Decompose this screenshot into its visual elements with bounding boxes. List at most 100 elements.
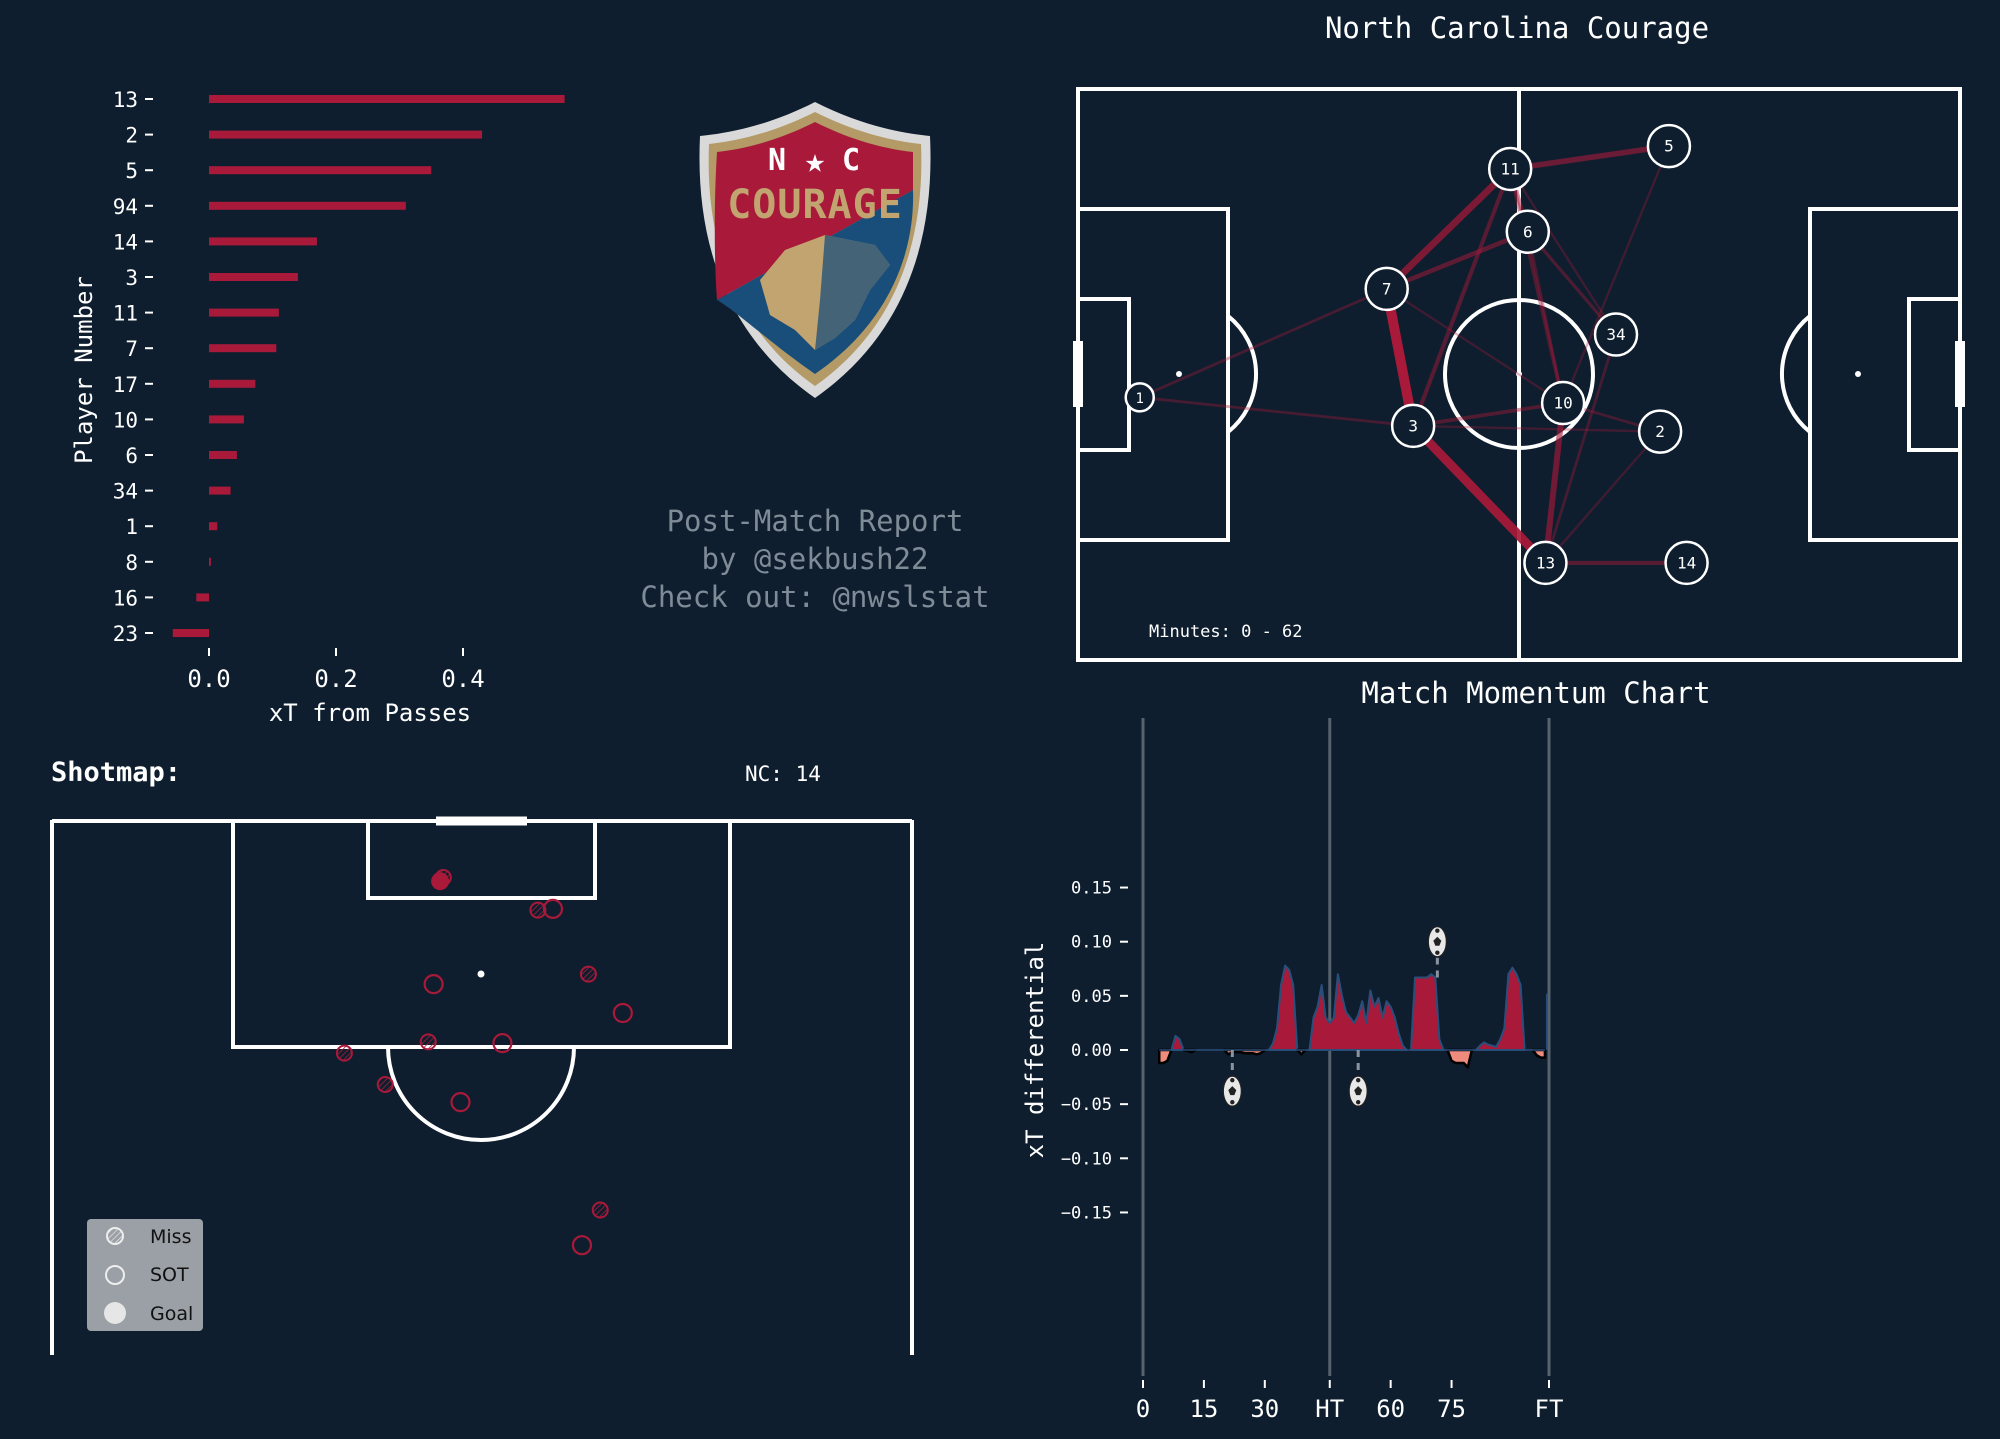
xt-bar-chart: Player Number xT from Passes 13259414311…	[70, 88, 565, 727]
bar-ytick-label: 14	[113, 230, 138, 254]
xt-bar	[209, 130, 483, 139]
pitch-right-arc	[1780, 314, 1812, 434]
bar-ytick-label: 16	[113, 586, 138, 610]
player-node	[1505, 209, 1551, 254]
pass-edge	[1526, 230, 1565, 405]
shotmap-penalty-box	[231, 819, 732, 1049]
pass-edge	[1561, 144, 1671, 405]
momentum-xtick-label: 30	[1250, 1395, 1279, 1423]
bar-ytick-label: 34	[113, 480, 138, 504]
momentum-area-negative	[1531, 1048, 1547, 1059]
bar-chart-xlabel: xT from Passes	[269, 699, 471, 727]
xt-bar	[209, 166, 432, 175]
football-icon	[1222, 1075, 1242, 1107]
pass-edge	[1138, 287, 1389, 399]
momentum-area-negative	[1446, 1048, 1474, 1069]
pass-edge	[1544, 430, 1662, 565]
pass-edge	[1542, 400, 1567, 566]
football-patch	[1435, 928, 1440, 933]
shot-goal-marker	[431, 872, 450, 891]
xt-bar	[209, 273, 298, 281]
shot-miss-marker	[529, 901, 547, 919]
bar-ytick-label: 2	[125, 124, 138, 148]
bar-ytick-label: 23	[113, 622, 138, 646]
pass-edge	[1383, 165, 1514, 293]
player-node	[1646, 123, 1692, 169]
bar-ytick-label: 13	[113, 88, 138, 112]
momentum-area-positive	[1409, 973, 1445, 1051]
shotmap-count: NC: 14	[745, 762, 821, 786]
player-node-label: 3	[1408, 416, 1418, 435]
bar-ytick-label: 17	[113, 373, 138, 397]
player-node-label: 10	[1553, 394, 1572, 413]
pass-edge	[1509, 167, 1618, 336]
player-node-label: 34	[1606, 325, 1625, 344]
player-node	[1487, 146, 1533, 192]
shot-miss-marker	[376, 1076, 394, 1094]
shot-miss-marker	[419, 1033, 437, 1051]
pass-edge	[1384, 229, 1531, 292]
momentum-area-positive	[1267, 964, 1299, 1051]
player-node-label: 11	[1501, 159, 1520, 178]
legend-goal-label: Goal	[150, 1303, 193, 1325]
pitch-center-circle	[1443, 298, 1595, 450]
football-patch	[1355, 1099, 1361, 1105]
pitch-right-penalty-box	[1808, 207, 1962, 542]
pass-edge	[1508, 167, 1565, 405]
pass-edge	[1385, 287, 1565, 405]
legend-miss-marker-icon	[106, 1227, 124, 1245]
logo-letter-n: N	[768, 143, 786, 178]
momentum-xtick-label: 15	[1189, 1395, 1218, 1423]
pass-edge	[1411, 424, 1662, 433]
bar-ytick-label: 1	[125, 515, 138, 539]
pitch-right-six-yard-box	[1907, 297, 1962, 452]
pass-edge	[1408, 421, 1551, 568]
momentum-ytick-label: −0.15	[1061, 1203, 1112, 1223]
xt-bar	[209, 344, 277, 353]
player-node-label: 13	[1536, 553, 1555, 572]
momentum-title: Match Momentum Chart	[1361, 676, 1710, 710]
xt-bar	[209, 379, 256, 388]
momentum-xtick-label: 75	[1437, 1395, 1466, 1423]
football-patch	[1354, 1086, 1363, 1096]
momentum-ytick-label: −0.05	[1061, 1095, 1112, 1115]
pass-edge	[1411, 401, 1565, 428]
player-node	[1664, 540, 1709, 586]
football-patch	[1230, 1099, 1235, 1105]
xt-bar	[209, 237, 317, 246]
pass-edge	[1138, 395, 1415, 428]
pitch-center-spot	[1516, 371, 1522, 377]
football-patch	[1228, 1086, 1237, 1096]
pass-edge	[1411, 166, 1513, 428]
crest-cat-shadow	[815, 235, 890, 350]
shot-miss-marker	[335, 1044, 353, 1062]
football-patch	[1230, 1077, 1235, 1083]
player-node	[1593, 312, 1639, 357]
xt-bar	[209, 415, 244, 424]
shot-on-target-marker	[450, 1092, 471, 1113]
momentum-ytick-label: 0.15	[1071, 879, 1112, 899]
xt-bar	[209, 308, 279, 317]
match-momentum-chart: Match Momentum Chart xT differential −0.…	[1021, 676, 1711, 1423]
football-patch	[1435, 950, 1440, 955]
momentum-area-negative	[1157, 1048, 1173, 1065]
player-node-label: 5	[1664, 137, 1674, 156]
player-node-label: 1	[1136, 391, 1144, 407]
football-patch	[1355, 1077, 1361, 1083]
pitch-right-penalty-spot	[1855, 371, 1861, 377]
nc-courage-crest-logo: N ★ C COURAGE	[699, 102, 931, 398]
legend-sot-marker-icon	[105, 1265, 125, 1285]
xt-bar	[209, 201, 406, 210]
network-minutes-annotation: Minutes: 0 - 62	[1149, 622, 1303, 642]
bar-ytick-label: 3	[125, 266, 138, 290]
pass-edge	[1544, 333, 1618, 565]
momentum-ytick-label: 0.10	[1071, 933, 1112, 953]
player-node	[1124, 382, 1155, 413]
momentum-xtick-label: 60	[1376, 1395, 1405, 1423]
football-icon	[1348, 1075, 1368, 1107]
bar-xtick-label: 0.4	[441, 665, 484, 693]
momentum-ylabel: xT differential	[1021, 942, 1049, 1159]
momentum-area-positive	[1474, 966, 1526, 1051]
report-author: by @sekbush22	[702, 542, 929, 576]
